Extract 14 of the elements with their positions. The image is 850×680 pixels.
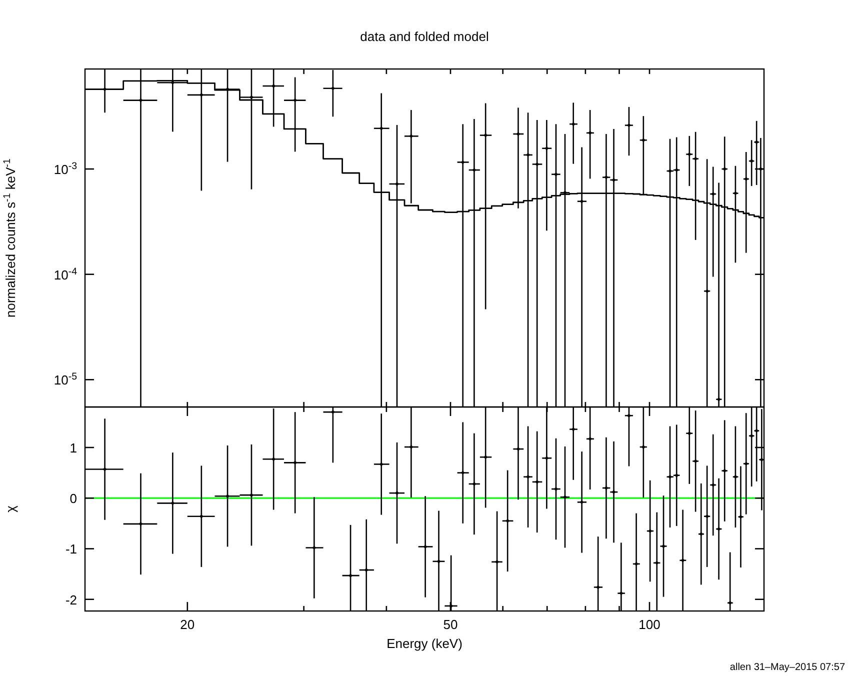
chart-title: data and folded model [360,29,489,44]
x-tick-label: 100 [638,617,660,632]
y-tick-label: 10$^{-4}$ [54,266,78,282]
y-tick-label: 10$^{-5}$ [54,371,78,388]
y-axis-title: χ [3,505,18,512]
y-tick-label: 10$^{-3}$ [54,160,77,177]
y-tick-label: 0 [70,491,77,506]
y-tick-label: -2 [65,592,77,608]
x-tick-label: 20 [180,617,195,632]
x-tick-label: 50 [443,617,458,632]
text: allen 31–May–2015 07:57 [730,662,846,673]
x-axis-title: Energy (keV) [386,636,462,651]
y-tick-label: 1 [70,440,77,456]
y-tick-label: -1 [65,542,77,557]
